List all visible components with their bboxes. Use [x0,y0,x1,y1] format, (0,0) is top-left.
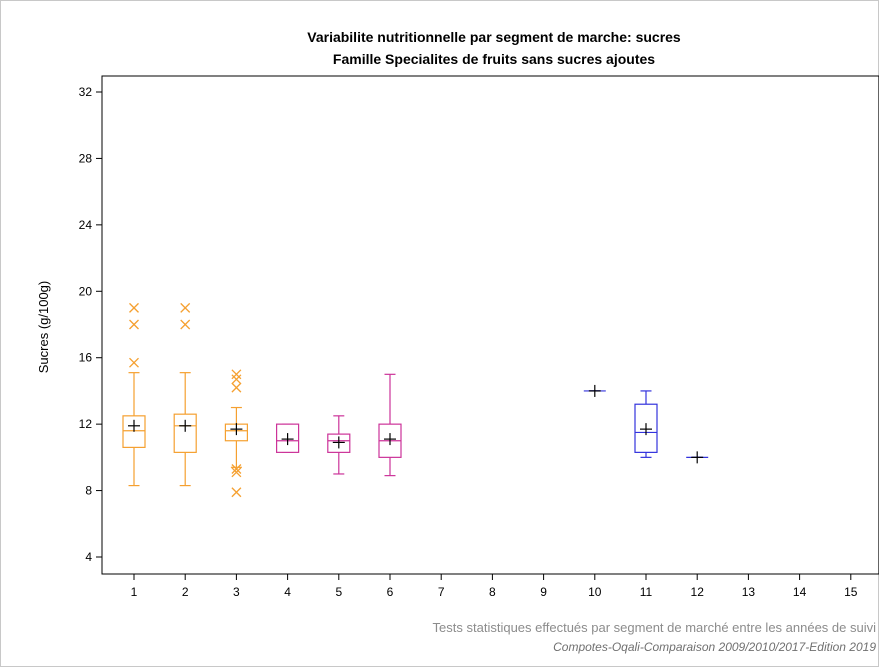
axes [101,75,879,575]
box-group-1 [122,302,146,487]
outlier-point [180,302,191,313]
outlier-stroke [129,302,139,313]
x-tick-label: 6 [387,585,394,599]
box-group-6 [378,373,402,477]
footnote-source: Compotes-Oqali-Comparaison 2009/2010/201… [553,640,876,654]
outlier-stroke [231,467,242,478]
y-tick-label: 8 [85,484,92,498]
y-tick-label: 20 [79,284,93,298]
outlier-stroke [231,374,242,385]
box-group-10 [583,384,606,397]
outlier-stroke [180,302,191,313]
box-group-4 [276,423,300,453]
x-tick-label: 4 [284,585,291,599]
x-tick-label: 15 [844,585,858,599]
x-tick-label: 5 [335,585,342,599]
x-tick-label: 9 [540,585,547,599]
x-tick-label: 7 [438,585,445,599]
x-tick-label: 14 [793,585,807,599]
y-tick-label: 28 [79,151,93,165]
x-tick-label: 3 [233,585,240,599]
x-ticks: 1 2 3 4 5 6 7 8 9 10 11 12 13 14 15 [131,574,858,599]
outlier-stroke [231,369,242,380]
outlier-point [231,369,242,380]
outlier-stroke [129,357,139,368]
box-group-12 [686,451,709,464]
iqr-box [173,413,197,453]
x-tick-label: 8 [489,585,496,599]
x-tick-label: 11 [640,585,653,599]
box-series [122,302,709,498]
x-tick-label: 2 [182,585,189,599]
x-tick-label: 10 [588,585,602,599]
outlier-point [231,487,242,498]
outlier-point [129,357,139,368]
x-tick-label: 1 [131,585,138,599]
outlier-point [231,382,242,393]
x-tick-label: 13 [742,585,756,599]
outlier-point [231,464,242,474]
outlier-stroke [129,319,139,330]
box-group-5 [327,415,351,475]
outlier-point [231,374,242,385]
outlier-point [129,319,139,330]
outlier-point [231,467,242,478]
footnote-tests: Tests statistiques effectués par segment… [433,620,877,635]
y-tick-label: 32 [79,85,93,99]
outlier-point [129,302,139,313]
y-axis-label: Sucres (g/100g) [36,281,51,374]
chart-title: Variabilite nutritionnelle par segment d… [307,29,681,45]
y-tick-label: 16 [79,351,93,365]
box-group-3 [224,369,248,498]
box-group-2 [173,302,197,487]
y-tick-label: 4 [85,550,92,564]
outlier-stroke [231,382,242,393]
outlier-point [180,319,191,330]
y-ticks: 4 8 12 16 20 24 28 32 [79,85,102,564]
x-tick-label: 12 [691,585,705,599]
outlier-stroke [231,464,242,474]
outlier-stroke [231,487,242,498]
plot-area [101,75,879,575]
y-tick-label: 12 [79,417,93,431]
outlier-stroke [180,319,191,330]
chart-subtitle: Famille Specialites de fruits sans sucre… [333,51,655,67]
y-tick-label: 24 [79,218,93,232]
box-group-11 [634,390,658,458]
